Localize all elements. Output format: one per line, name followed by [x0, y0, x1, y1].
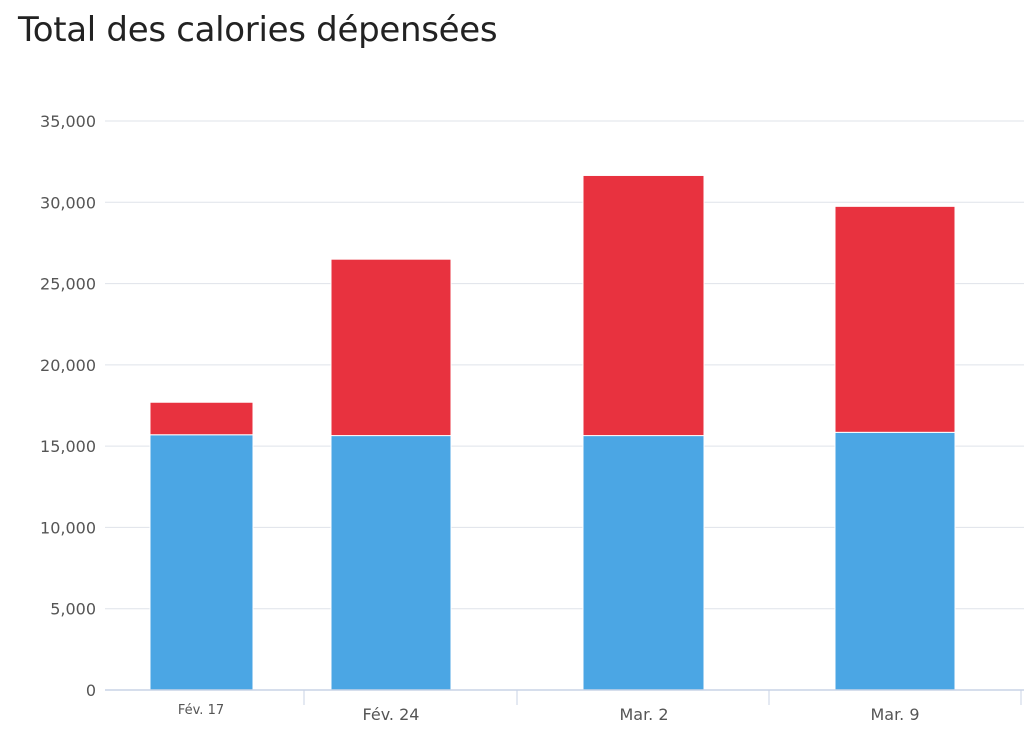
- bar-segment-lower[interactable]: [149, 434, 254, 691]
- bars[interactable]: [149, 174, 956, 691]
- bar-segment-upper[interactable]: [834, 205, 956, 433]
- y-tick-label: 30,000: [40, 193, 96, 212]
- bar-segment-lower[interactable]: [582, 435, 705, 691]
- bar-segment-lower[interactable]: [834, 431, 956, 691]
- x-axis: Fév. 17 Fév. 24 Mar. 2 Mar. 9: [105, 689, 1024, 724]
- y-tick-label: 20,000: [40, 356, 96, 375]
- y-tick-label: 15,000: [40, 437, 96, 456]
- chart-title: Total des calories dépensées: [18, 10, 498, 50]
- bar-segment-lower[interactable]: [330, 435, 452, 691]
- bar-segment-upper[interactable]: [582, 174, 705, 437]
- gridlines: [105, 120, 1024, 610]
- y-tick-label: 35,000: [40, 112, 96, 131]
- x-tick-label: Mar. 2: [619, 705, 668, 724]
- y-tick-label: 0: [86, 681, 96, 700]
- y-axis: 0 5,000 10,000 15,000 20,000 25,000 30,000 35,0…: [40, 112, 96, 700]
- x-tick-label: Fév. 17: [178, 703, 224, 718]
- y-tick-label: 10,000: [40, 518, 96, 537]
- x-tick-label: Fév. 24: [363, 705, 420, 724]
- y-tick-label: 25,000: [40, 275, 96, 294]
- y-tick-label: 5,000: [50, 600, 96, 619]
- bar-segment-upper[interactable]: [149, 401, 254, 436]
- x-tick-label: Mar. 9: [870, 705, 919, 724]
- bar-segment-upper[interactable]: [330, 258, 452, 437]
